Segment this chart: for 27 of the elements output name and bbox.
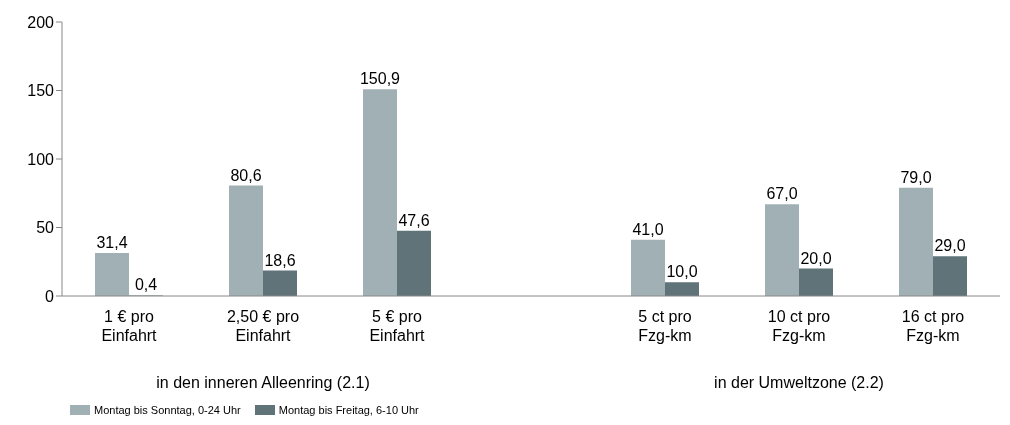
data-label: 18,6	[264, 251, 296, 269]
data-label: 29,0	[934, 237, 966, 255]
x-tick-label: 5 ct pro Fzg-km	[638, 308, 692, 344]
text: in der Umweltzone (2.2)	[713, 374, 885, 392]
data-label: 10,0	[666, 263, 698, 281]
y-tick-label: 0	[45, 287, 55, 305]
data-label: 67,0	[766, 185, 798, 203]
x-tick-label: 16 ct pro Fzg-km	[901, 308, 965, 344]
data-label: 20,0	[800, 249, 832, 267]
y-tick-label: 50	[36, 219, 55, 237]
y-tick-label: 100	[27, 150, 55, 168]
data-label: 80,6	[230, 166, 262, 184]
data-label: 41,0	[632, 220, 664, 238]
data-label: 79,0	[900, 168, 932, 186]
text: in den inneren Alleenring (2.1)	[155, 374, 371, 392]
x-tick-label: 1 € pro Einfahrt	[101, 308, 158, 344]
y-tick-label: 150	[27, 82, 55, 100]
x-tick-label: 10 ct pro Fzg-km	[767, 308, 831, 344]
data-label: 0,4	[134, 276, 158, 294]
data-label: 47,6	[398, 211, 430, 229]
x-tick-label: 5 € pro Einfahrt	[369, 308, 426, 344]
data-label: 31,4	[96, 233, 128, 251]
y-tick-label: 200	[27, 13, 55, 31]
data-label: 150,9	[359, 70, 401, 88]
x-tick-label: 2,50 € pro Einfahrt	[226, 308, 300, 344]
legend-label: Montag bis Sonntag, 0-24 Uhr	[94, 404, 241, 416]
legend-label: Montag bis Freitag, 6-10 Uhr	[278, 404, 419, 416]
